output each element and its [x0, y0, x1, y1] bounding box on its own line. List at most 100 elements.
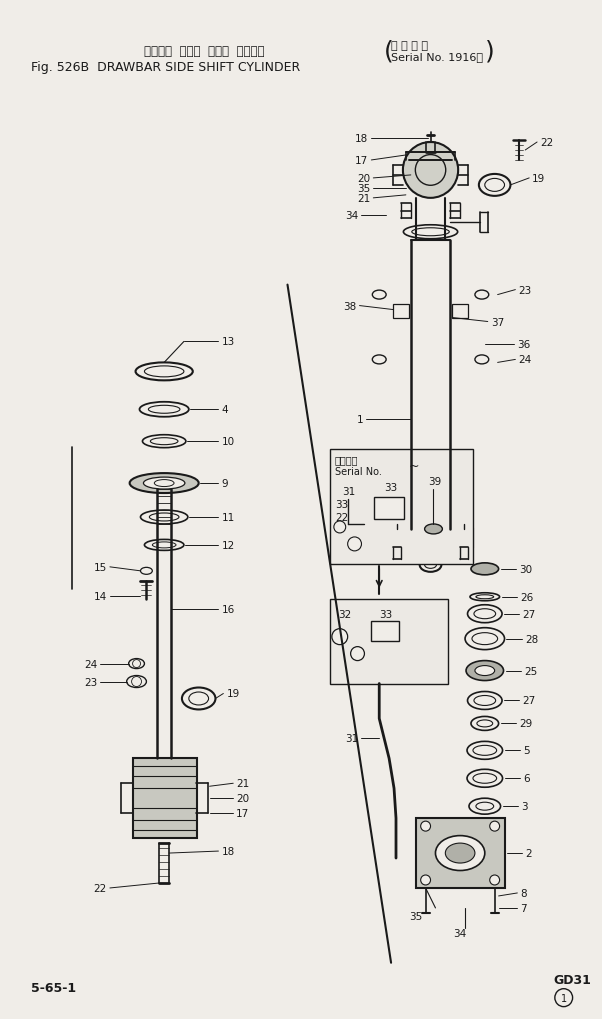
- Text: Serial No. 1916～: Serial No. 1916～: [391, 52, 483, 62]
- Circle shape: [489, 821, 500, 832]
- Ellipse shape: [140, 568, 152, 575]
- Circle shape: [489, 875, 500, 886]
- Text: 35: 35: [409, 911, 423, 921]
- Circle shape: [334, 522, 346, 533]
- Text: 22: 22: [540, 138, 553, 148]
- Text: 1: 1: [560, 993, 566, 1003]
- Ellipse shape: [476, 802, 494, 810]
- Text: 29: 29: [520, 718, 533, 729]
- Text: GD31: GD31: [554, 973, 592, 986]
- Text: 21: 21: [236, 779, 249, 789]
- Bar: [132, 758, 197, 839]
- Ellipse shape: [182, 688, 216, 710]
- Text: Serial No.: Serial No.: [335, 467, 382, 477]
- Text: ドローバ  サイド  シフト  シリンダ: ドローバ サイド シフト シリンダ: [144, 45, 265, 58]
- Text: 20: 20: [236, 794, 249, 803]
- Ellipse shape: [473, 746, 497, 755]
- Text: 39: 39: [429, 477, 442, 487]
- Circle shape: [421, 821, 430, 832]
- Ellipse shape: [466, 661, 503, 681]
- Bar: [374, 497, 404, 520]
- Text: 36: 36: [517, 340, 530, 351]
- Text: 30: 30: [520, 565, 532, 575]
- Ellipse shape: [467, 769, 503, 788]
- Text: (: (: [384, 39, 394, 63]
- Text: 15: 15: [94, 562, 107, 573]
- Ellipse shape: [475, 356, 489, 365]
- Text: 3: 3: [521, 801, 528, 811]
- Ellipse shape: [471, 564, 498, 576]
- Text: 34: 34: [453, 928, 467, 937]
- Text: 適 用 号 機: 適 用 号 機: [391, 41, 428, 51]
- Text: 18: 18: [222, 846, 235, 856]
- Text: 重用号機: 重用号機: [335, 454, 358, 465]
- Ellipse shape: [435, 836, 485, 870]
- Text: 6: 6: [523, 773, 530, 784]
- Text: 27: 27: [523, 609, 536, 620]
- Text: 17: 17: [236, 808, 249, 818]
- Text: 19: 19: [226, 689, 240, 699]
- Ellipse shape: [469, 799, 501, 814]
- Ellipse shape: [468, 605, 502, 623]
- Text: 13: 13: [222, 337, 235, 347]
- Ellipse shape: [475, 290, 489, 300]
- Ellipse shape: [467, 742, 503, 759]
- Ellipse shape: [143, 435, 186, 448]
- Circle shape: [403, 143, 458, 199]
- Text: ~: ~: [409, 460, 420, 472]
- Ellipse shape: [479, 174, 510, 197]
- Ellipse shape: [474, 696, 495, 706]
- Ellipse shape: [445, 844, 475, 863]
- Ellipse shape: [465, 628, 504, 650]
- Ellipse shape: [424, 525, 442, 534]
- Text: 12: 12: [222, 540, 235, 550]
- Text: 33: 33: [379, 609, 393, 620]
- Bar: [371, 622, 399, 641]
- Ellipse shape: [144, 540, 184, 551]
- Text: 11: 11: [222, 513, 235, 523]
- Text: 35: 35: [357, 183, 370, 194]
- Ellipse shape: [475, 666, 495, 676]
- Text: 20: 20: [357, 173, 370, 183]
- Ellipse shape: [372, 356, 386, 365]
- Text: 16: 16: [222, 604, 235, 614]
- Text: 17: 17: [355, 156, 368, 166]
- Ellipse shape: [468, 692, 502, 710]
- Circle shape: [332, 629, 348, 645]
- Ellipse shape: [140, 403, 189, 418]
- Text: 23: 23: [84, 677, 97, 687]
- Text: 19: 19: [532, 173, 545, 183]
- Text: 18: 18: [355, 133, 368, 144]
- Ellipse shape: [476, 595, 494, 599]
- Ellipse shape: [474, 609, 495, 620]
- Ellipse shape: [135, 363, 193, 381]
- Text: 8: 8: [520, 889, 527, 898]
- Ellipse shape: [129, 659, 144, 668]
- Text: Fig. 526B  DRAWBAR SIDE SHIFT CYLINDER: Fig. 526B DRAWBAR SIDE SHIFT CYLINDER: [31, 61, 300, 73]
- Text: 14: 14: [94, 591, 107, 601]
- Text: 5: 5: [523, 746, 530, 756]
- Text: 4: 4: [222, 405, 228, 415]
- Text: 10: 10: [222, 437, 235, 446]
- Bar: [330, 599, 448, 684]
- Text: 31: 31: [346, 734, 359, 744]
- Text: 9: 9: [222, 479, 228, 488]
- Text: 34: 34: [346, 211, 359, 220]
- Circle shape: [348, 537, 361, 551]
- Text: 5-65-1: 5-65-1: [31, 981, 76, 995]
- Ellipse shape: [143, 478, 185, 489]
- Text: ): ): [485, 39, 495, 63]
- Text: 33: 33: [335, 499, 348, 510]
- Ellipse shape: [473, 773, 497, 784]
- Text: 22: 22: [335, 513, 348, 523]
- Ellipse shape: [420, 558, 441, 573]
- Text: 25: 25: [524, 665, 538, 676]
- Text: 26: 26: [520, 592, 533, 602]
- Ellipse shape: [403, 225, 458, 239]
- Text: 21: 21: [357, 194, 370, 204]
- Text: 32: 32: [338, 609, 351, 620]
- Bar: [330, 449, 473, 565]
- Bar: [393, 305, 409, 318]
- Text: 1: 1: [357, 415, 364, 425]
- Ellipse shape: [471, 716, 498, 731]
